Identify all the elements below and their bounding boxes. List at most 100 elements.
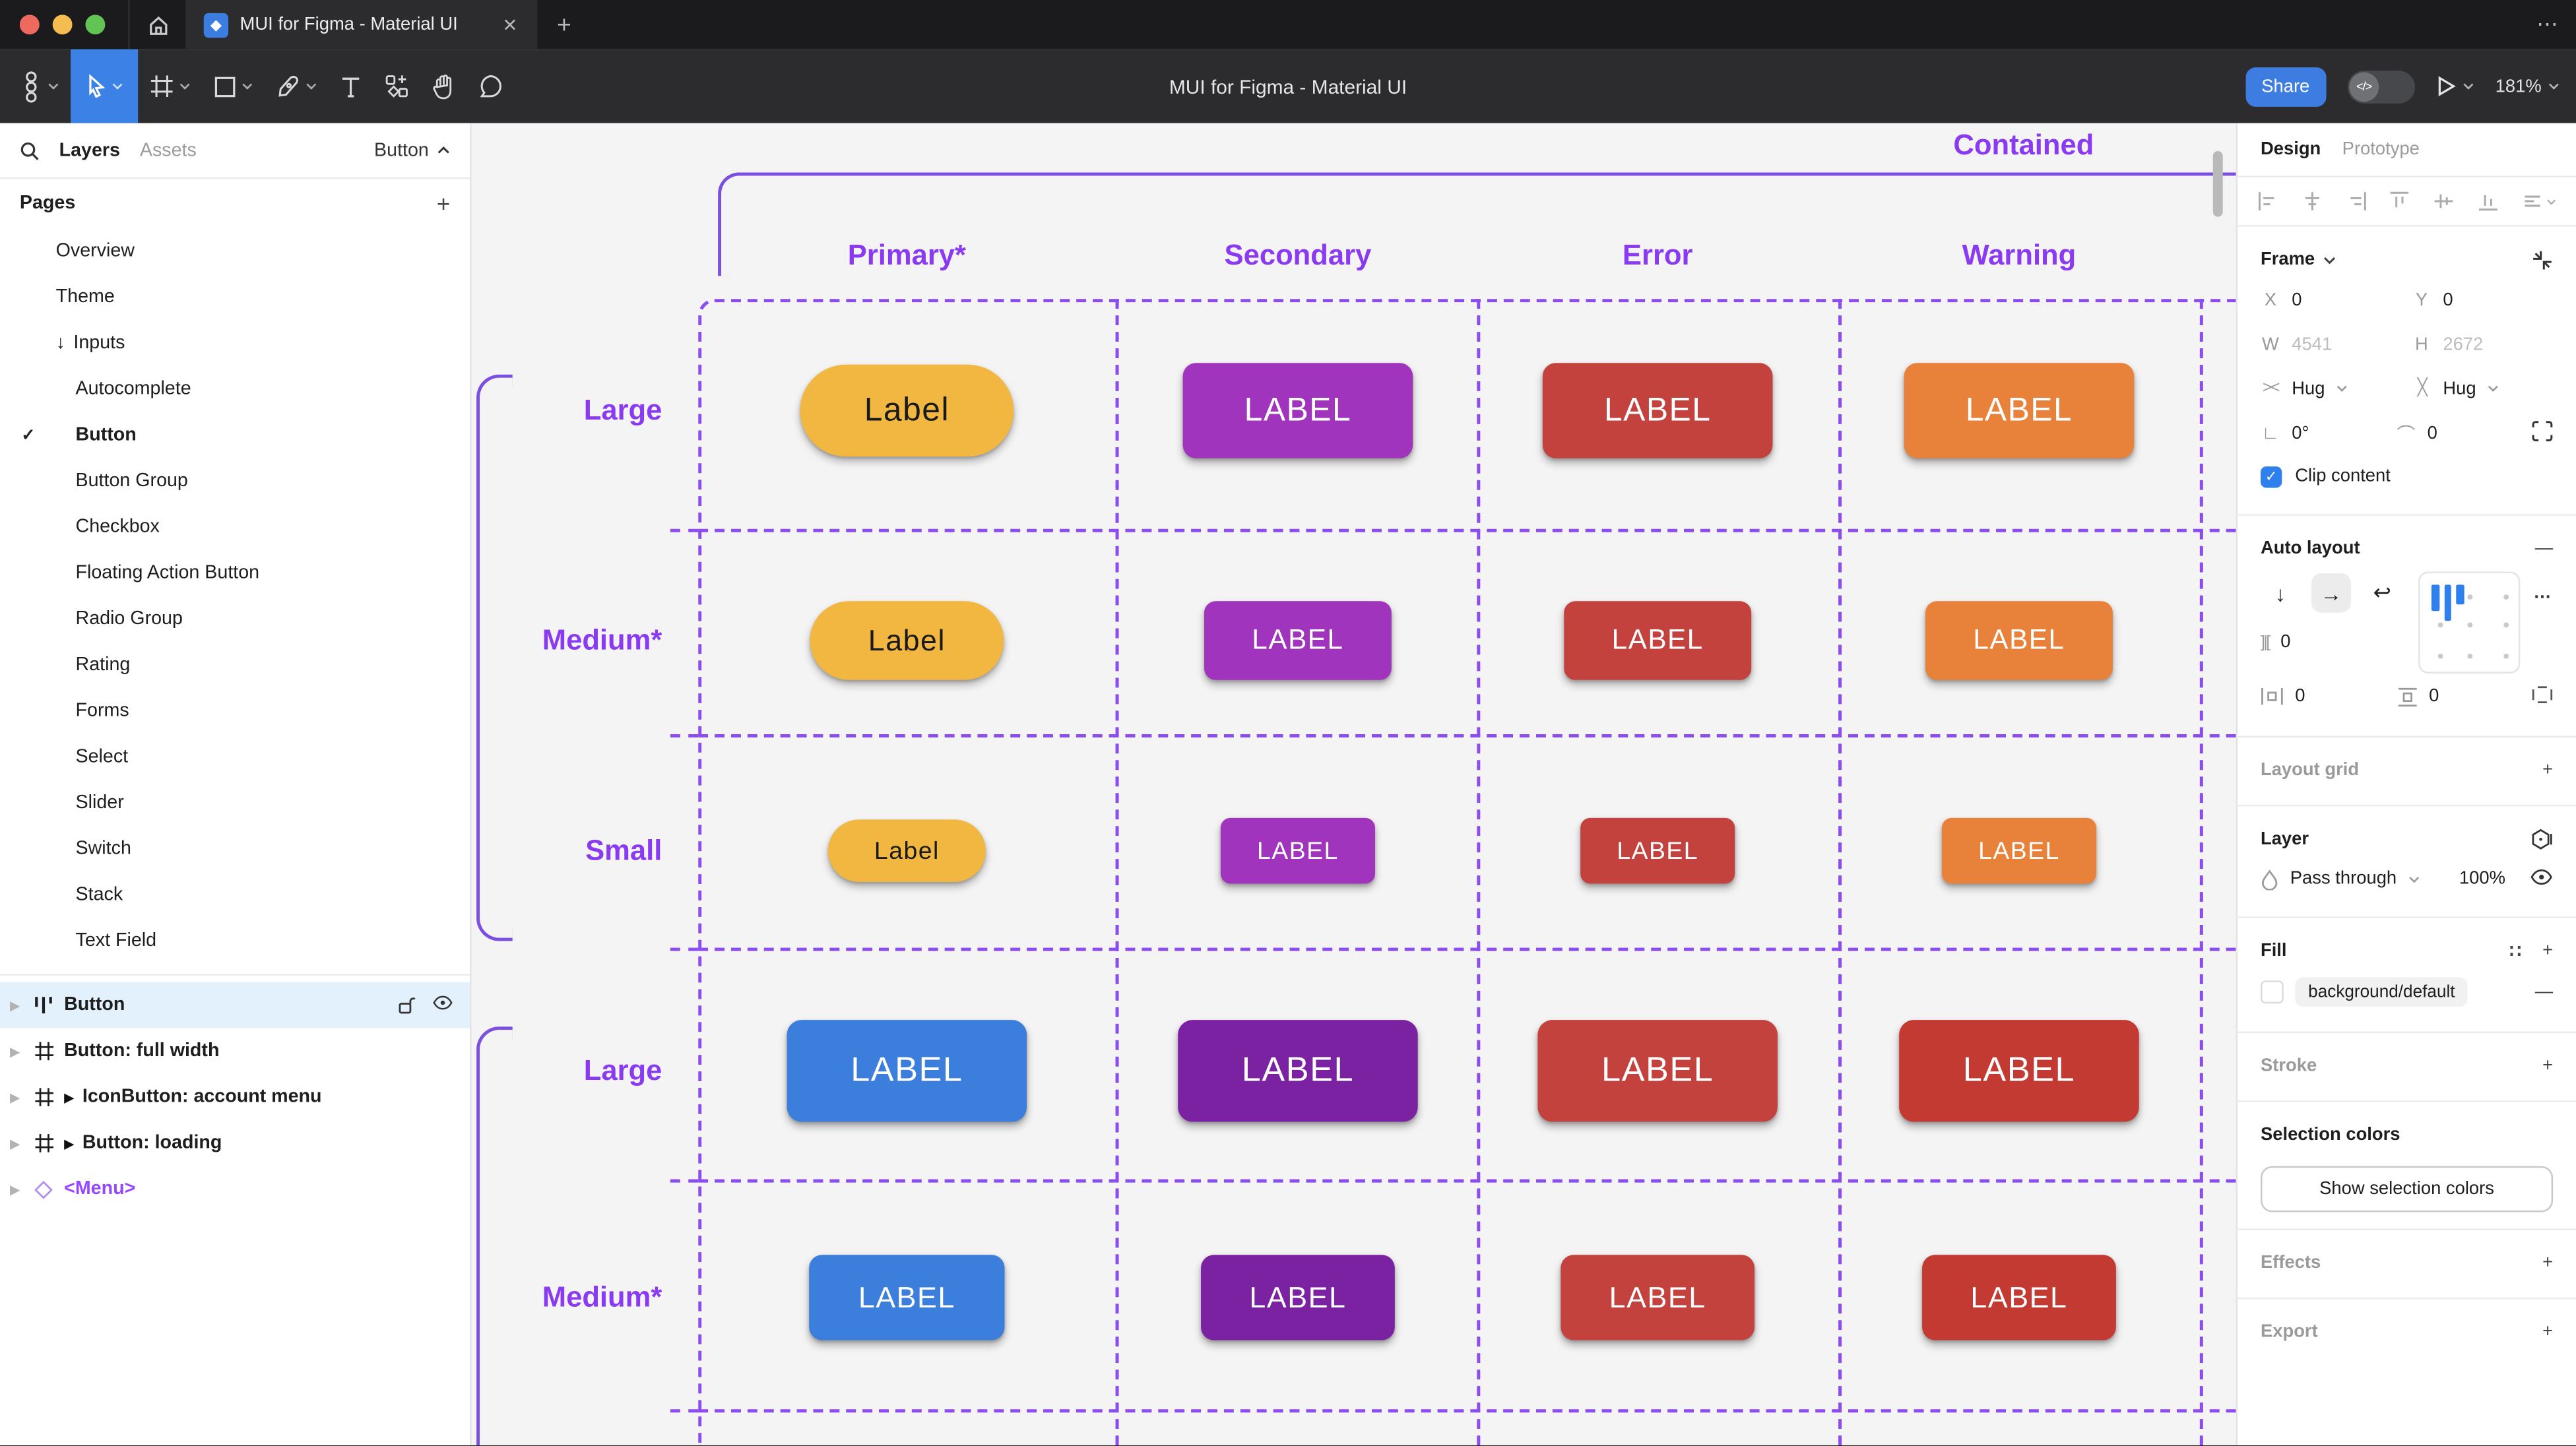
layer-row-iconbutton-account-menu[interactable]: ▶ ▶ IconButton: account menu [0,1074,470,1120]
page-item-slider[interactable]: Slider [0,780,470,827]
page-item-forms[interactable]: Forms [0,688,470,734]
clip-content-row[interactable]: ✓ Clip content [2260,455,2553,498]
expand-chevron-icon[interactable]: ▶ [9,1044,20,1059]
page-item-button[interactable]: ✓ Button [0,412,470,458]
maximize-window-button[interactable] [85,15,106,35]
new-tab-button[interactable]: + [557,11,571,39]
expand-chevron-icon[interactable]: ▶ [9,1089,20,1105]
button-variant[interactable]: LABEL [809,1255,1005,1340]
button-variant[interactable]: LABEL [1941,817,2096,884]
horizontal-sizing-dropdown[interactable]: >< Hug [2261,379,2402,398]
page-item-floating-action-button[interactable]: Floating Action Button [0,550,470,596]
file-tab[interactable]: ◆ MUI for Figma - Material UI ✕ [187,0,538,49]
rotation-field[interactable]: ∟ 0° [2261,423,2309,443]
layer-row-button-loading[interactable]: ▶ ▶ Button: loading [0,1120,470,1166]
button-variant[interactable]: LABEL [1899,1020,2139,1122]
blend-mode-dropdown[interactable]: Pass through [2290,869,2397,889]
page-picker[interactable]: Button [374,141,450,160]
tab-layers[interactable]: Layers [59,140,120,160]
close-window-button[interactable] [19,15,40,35]
main-menu-button[interactable] [0,49,71,123]
page-item-radio-group[interactable]: Radio Group [0,596,470,643]
button-variant[interactable]: LABEL [1925,601,2113,680]
page-item-theme[interactable]: Theme [0,274,470,321]
minimize-window-button[interactable] [52,15,73,35]
auto-layout-more-button[interactable]: … [2533,582,2554,603]
layer-row--menu-[interactable]: ▶ <Menu> [0,1166,470,1212]
page-item-switch[interactable]: Switch [0,826,470,872]
button-variant[interactable]: Label [827,819,986,883]
search-icon[interactable] [20,141,40,160]
independent-corners-button[interactable] [2532,420,2553,446]
page-item-rating[interactable]: Rating [0,643,470,689]
vertical-sizing-dropdown[interactable]: ╳ Hug [2412,379,2553,398]
button-variant[interactable]: LABEL [1542,363,1773,458]
button-variant[interactable]: Label [810,601,1004,680]
add-export-button[interactable]: + [2542,1322,2554,1342]
page-item-stack[interactable]: Stack [0,872,470,918]
layout-direction-horizontal[interactable]: → [2311,573,2351,613]
fill-style-name[interactable]: background/default [2295,977,2468,1007]
horizontal-padding-field[interactable]: 0 [2261,687,2385,707]
add-stroke-button[interactable]: + [2542,1055,2554,1076]
pen-tool-button[interactable] [265,49,329,123]
button-variant[interactable]: LABEL [1580,817,1735,884]
chevron-down-icon[interactable] [2323,255,2336,264]
apply-styles-icon[interactable]: ∷ [2509,941,2523,962]
zoom-menu[interactable]: 181% [2496,77,2560,96]
fill-color-swatch[interactable] [2260,980,2284,1004]
present-button[interactable] [2436,76,2474,97]
page-item-text-field[interactable]: Text Field [0,918,470,964]
layer-row-button[interactable]: ▶ Button [0,982,470,1028]
add-page-button[interactable]: + [436,190,451,217]
page-item-overview[interactable]: Overview [0,228,470,274]
add-fill-button[interactable]: + [2542,941,2554,961]
height-field[interactable]: H 2672 [2415,334,2484,354]
page-item-checkbox[interactable]: Checkbox [0,504,470,550]
layer-visibility-icon[interactable] [2530,868,2553,889]
fill-row[interactable]: background/default — [2260,969,2554,1015]
home-button[interactable] [130,0,186,49]
vertical-padding-field[interactable]: 0 [2396,685,2520,707]
close-tab-icon[interactable]: ✕ [502,15,518,36]
dev-mode-toggle[interactable]: </> [2347,69,2415,103]
window-more-icon[interactable]: ⋯ [2536,11,2560,36]
blend-mode-icon[interactable] [2530,828,2553,851]
button-variant[interactable]: LABEL [1537,1020,1778,1122]
button-variant[interactable]: Label [800,364,1014,457]
button-variant[interactable]: LABEL [1561,1255,1755,1340]
expand-chevron-icon[interactable]: ▶ [9,1135,20,1151]
layout-wrap[interactable]: ↩ [2373,579,2391,605]
add-layout-grid-button[interactable]: + [2542,760,2554,780]
unlock-icon[interactable] [398,995,416,1015]
collapse-icon[interactable] [2532,249,2553,270]
move-tool-button[interactable] [71,49,139,123]
resources-tool-button[interactable] [373,49,420,123]
clip-content-checkbox[interactable]: ✓ [2260,465,2282,487]
button-variant[interactable]: LABEL [1178,1020,1418,1122]
layout-direction-vertical[interactable]: ↓ [2274,581,2286,606]
window-controls[interactable] [0,15,128,35]
page-item-inputs[interactable]: ↓ Inputs [0,321,470,367]
page-item-autocomplete[interactable]: Autocomplete [0,366,470,412]
button-variant[interactable]: LABEL [1904,363,2135,458]
page-item-select[interactable]: Select [0,734,470,780]
button-variant[interactable]: LABEL [1564,601,1752,680]
text-tool-button[interactable] [329,49,373,123]
button-variant[interactable]: LABEL [1922,1255,2116,1340]
tab-assets[interactable]: Assets [139,140,197,160]
canvas-scrollbar[interactable] [2212,151,2223,217]
width-field[interactable]: W 4541 [2261,334,2333,354]
shape-tool-button[interactable] [202,49,265,123]
tab-prototype[interactable]: Prototype [2342,139,2420,160]
align-h-center-icon[interactable] [2302,191,2323,212]
comment-tool-button[interactable] [467,49,514,123]
align-bottom-icon[interactable] [2478,191,2499,212]
frame-tool-button[interactable] [138,49,202,123]
expand-chevron-icon[interactable]: ▶ [9,1181,20,1197]
corner-radius-field[interactable]: ⌒ 0 [2396,420,2521,446]
button-variant[interactable]: LABEL [1182,363,1413,458]
button-variant[interactable]: LABEL [1220,817,1375,884]
remove-fill-button[interactable]: — [2534,982,2554,1002]
